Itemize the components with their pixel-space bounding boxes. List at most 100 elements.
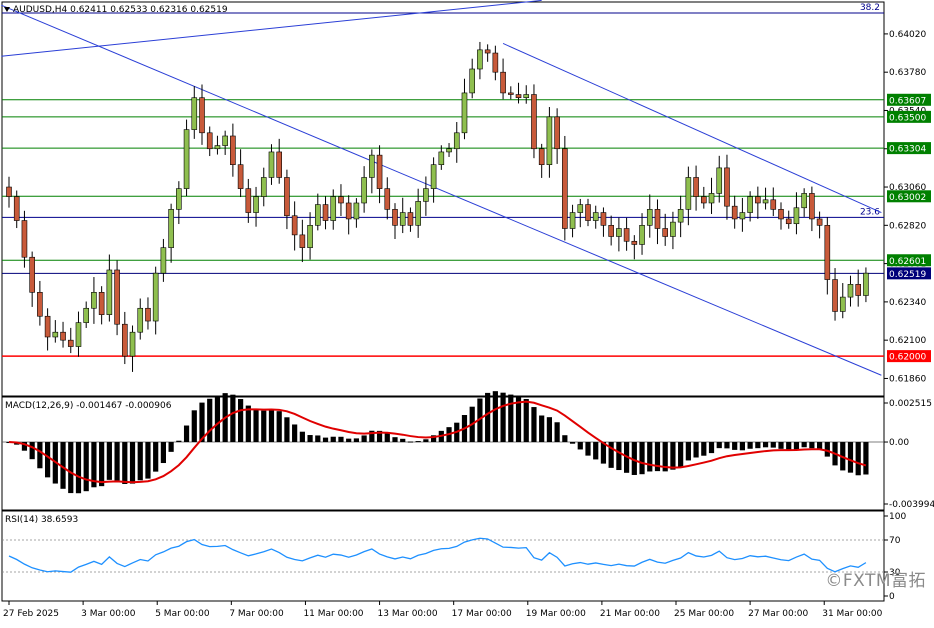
macd-tick-label: -0.003994	[889, 500, 934, 510]
bear-candle	[809, 193, 815, 220]
macd-histogram-bar	[284, 417, 290, 443]
macd-panel-frame	[1, 396, 885, 511]
macd-histogram-bar	[593, 442, 599, 460]
rsi-tick-label: 100	[889, 512, 906, 522]
bear-candle	[384, 188, 391, 210]
macd-histogram-bar	[276, 411, 282, 443]
bull-candle	[708, 193, 715, 204]
bull-candle	[399, 212, 406, 226]
bull-candle	[677, 209, 684, 223]
macd-histogram-bar	[770, 442, 776, 448]
time-tick-label: 31 Mar 00:00	[822, 609, 882, 619]
macd-histogram-bar	[793, 442, 800, 450]
bear-candle	[98, 292, 105, 315]
macd-histogram-bar	[68, 442, 74, 494]
macd-histogram-bar	[616, 442, 622, 471]
time-tick-label: 21 Mar 00:00	[600, 609, 660, 619]
macd-histogram-bar	[747, 442, 753, 449]
ascending-trend-line	[1, 0, 542, 57]
macd-histogram-bar	[114, 442, 120, 481]
level-price-label: 0.63002	[889, 193, 926, 203]
bull-candle	[106, 269, 113, 315]
macd-histogram-bar	[183, 425, 190, 443]
macd-histogram-bar	[577, 442, 583, 450]
level-price-box	[887, 350, 931, 363]
bear-candle	[407, 212, 414, 226]
bear-candle	[230, 135, 236, 166]
bull-candle	[685, 177, 692, 210]
macd-histogram-bar	[91, 442, 97, 488]
bear-candle	[299, 234, 306, 248]
bear-candle	[755, 196, 761, 204]
bear-candle	[662, 228, 669, 237]
macd-histogram-bar	[37, 442, 43, 469]
bear-candle	[6, 186, 12, 197]
macd-histogram-bar	[376, 430, 383, 443]
bull-candle	[330, 196, 337, 221]
descending-channel-upper	[502, 43, 882, 214]
bull-candle	[52, 331, 59, 338]
macd-histogram-bar	[346, 438, 352, 443]
bear-candle	[500, 71, 506, 94]
bear-candle	[531, 94, 537, 150]
time-tick-label: 27 Feb 2025	[3, 609, 59, 619]
bull-candle	[739, 212, 746, 220]
bear-candle	[44, 315, 51, 338]
macd-histogram-bar	[400, 438, 406, 443]
bull-candle	[577, 204, 584, 213]
macd-histogram-bar	[122, 442, 128, 484]
macd-histogram-bar	[477, 398, 483, 443]
bear-candle	[816, 218, 823, 226]
rsi-tick-label: 70	[889, 536, 901, 546]
bear-candle	[507, 92, 514, 95]
bear-candle	[345, 202, 352, 220]
bear-candle	[693, 177, 699, 197]
macd-histogram-bar	[778, 442, 784, 449]
macd-histogram-bar	[500, 392, 506, 443]
macd-histogram-bar	[315, 435, 321, 443]
fib-level-label: 23.6	[860, 207, 880, 217]
bear-candle	[291, 215, 298, 236]
fxtm-watermark: ©FXTM富拓	[825, 571, 926, 591]
bull-candle	[847, 284, 854, 298]
macd-histogram-bar	[261, 410, 267, 443]
macd-label: MACD(12,26,9) -0.001467 -0.000906	[5, 401, 172, 411]
bull-candle	[523, 94, 530, 99]
macd-histogram-bar	[407, 441, 414, 443]
bear-candle	[538, 148, 545, 166]
bull-candle	[152, 272, 159, 322]
level-price-label: 0.62601	[889, 257, 926, 267]
time-tick-label: 19 Mar 00:00	[526, 609, 586, 619]
macd-histogram-bar	[678, 442, 684, 467]
macd-histogram-bar	[855, 442, 861, 476]
macd-histogram-bar	[523, 399, 529, 443]
macd-histogram-bar	[207, 398, 213, 443]
bear-candle	[29, 256, 35, 293]
macd-histogram-bar	[631, 442, 637, 475]
bull-candle	[183, 129, 190, 189]
macd-signal-line	[8, 400, 867, 484]
macd-histogram-bar	[191, 410, 197, 443]
macd-histogram-bar	[129, 442, 136, 484]
price-tick-label: 0.62820	[889, 221, 926, 231]
bull-candle	[160, 247, 167, 274]
macd-histogram-bar	[423, 439, 429, 443]
bull-candle	[863, 272, 869, 296]
time-tick-label: 25 Mar 00:00	[674, 609, 734, 619]
bear-candle	[484, 49, 491, 54]
macd-histogram-bar	[685, 442, 691, 461]
macd-histogram-bar	[299, 431, 305, 443]
macd-histogram-bar	[392, 437, 398, 443]
bear-candle	[145, 307, 151, 322]
bear-candle	[631, 240, 638, 245]
bear-candle	[376, 154, 383, 189]
level-price-label: 0.63500	[889, 113, 926, 123]
macd-histogram-bar	[245, 405, 251, 443]
macd-histogram-bar	[801, 442, 807, 448]
macd-histogram-bar	[292, 424, 298, 443]
rsi-tick-label: 0	[889, 592, 895, 602]
bear-candle	[114, 269, 120, 325]
descending-channel-lower	[1, 4, 882, 376]
macd-histogram-bar	[199, 402, 205, 443]
